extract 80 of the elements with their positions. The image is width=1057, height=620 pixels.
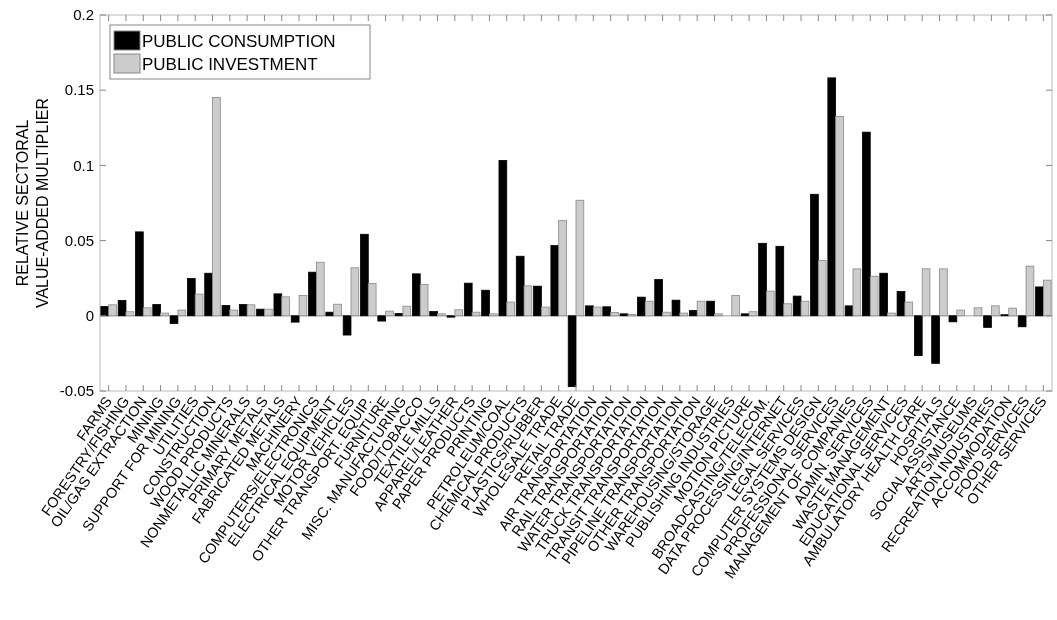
bar bbox=[1017, 315, 1027, 328]
bar bbox=[246, 304, 256, 317]
bar bbox=[748, 311, 758, 317]
bar bbox=[939, 268, 948, 317]
bar bbox=[879, 272, 888, 317]
bar bbox=[983, 315, 992, 328]
bar bbox=[117, 300, 127, 317]
bar bbox=[637, 296, 646, 317]
bar bbox=[342, 315, 352, 336]
bar bbox=[644, 300, 654, 317]
bar bbox=[533, 285, 542, 317]
bar bbox=[869, 275, 879, 317]
bar bbox=[550, 245, 560, 317]
bar bbox=[1035, 286, 1044, 317]
bar bbox=[887, 312, 896, 317]
bar bbox=[696, 300, 706, 317]
y-tick-label: 0.1 bbox=[73, 156, 94, 174]
bar bbox=[273, 293, 283, 317]
bar bbox=[921, 268, 931, 317]
bar bbox=[169, 315, 179, 324]
legend-label: PUBLIC INVESTMENT bbox=[142, 54, 318, 74]
bar bbox=[810, 193, 819, 317]
bar bbox=[706, 300, 715, 317]
bar bbox=[419, 284, 429, 317]
bar bbox=[463, 282, 473, 317]
bar bbox=[758, 242, 767, 317]
bar bbox=[775, 245, 785, 317]
bar bbox=[135, 231, 144, 317]
bar bbox=[412, 273, 421, 317]
bar bbox=[498, 160, 508, 317]
bar bbox=[315, 261, 325, 317]
bar bbox=[264, 308, 273, 317]
bar bbox=[592, 306, 602, 317]
bar bbox=[308, 271, 317, 317]
bar bbox=[913, 315, 923, 357]
bar bbox=[567, 315, 577, 388]
bar bbox=[152, 304, 161, 317]
bar bbox=[194, 293, 204, 317]
bar bbox=[523, 285, 533, 317]
bar bbox=[204, 272, 213, 317]
y-tick-label: 0.15 bbox=[64, 81, 94, 99]
bar bbox=[671, 299, 681, 317]
y-tick-label: -0.05 bbox=[59, 382, 94, 400]
bar bbox=[481, 289, 490, 317]
bar bbox=[817, 260, 827, 317]
bar bbox=[931, 315, 940, 364]
bar bbox=[602, 306, 612, 317]
bar bbox=[471, 311, 481, 317]
bar bbox=[610, 312, 619, 317]
bar bbox=[1042, 279, 1052, 317]
bar bbox=[377, 315, 386, 322]
bar bbox=[540, 306, 550, 317]
bar bbox=[142, 307, 152, 317]
bar bbox=[792, 295, 802, 317]
bar bbox=[394, 313, 404, 317]
y-tick-label: 0.2 bbox=[73, 6, 94, 24]
bar bbox=[360, 233, 369, 317]
bar bbox=[766, 290, 775, 317]
bar bbox=[662, 311, 671, 317]
y-axis-title: RELATIVE SECTORAL VALUE-ADDED MULTIPLIER bbox=[14, 97, 51, 309]
bar bbox=[290, 315, 300, 323]
bar bbox=[654, 279, 663, 317]
y-tick-label: 0 bbox=[85, 307, 94, 325]
bar bbox=[515, 255, 525, 317]
legend-label: PUBLIC CONSUMPTION bbox=[142, 31, 336, 51]
bar bbox=[948, 315, 958, 323]
bar bbox=[896, 291, 906, 317]
bar bbox=[221, 305, 231, 317]
bar bbox=[187, 278, 196, 317]
bar bbox=[862, 131, 871, 317]
bar bbox=[429, 311, 438, 317]
bar bbox=[688, 310, 698, 317]
bar bbox=[160, 312, 169, 317]
bar bbox=[585, 305, 594, 317]
bar bbox=[991, 305, 1000, 317]
y-tick-label: 0.05 bbox=[64, 231, 94, 249]
bar bbox=[212, 97, 221, 317]
bar bbox=[827, 77, 837, 317]
bar bbox=[367, 283, 377, 317]
bar bbox=[385, 310, 394, 317]
